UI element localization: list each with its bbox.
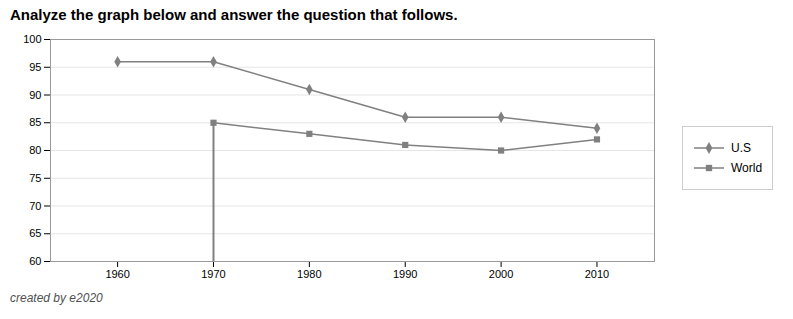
svg-text:85: 85 [29, 116, 41, 128]
html-text:World: World [731, 161, 763, 175]
svg-text:1970: 1970 [201, 268, 225, 280]
svg-text:1990: 1990 [393, 268, 417, 280]
svg-text:100: 100 [23, 33, 41, 45]
svg-text:70: 70 [29, 200, 41, 212]
svg-text:75: 75 [29, 172, 41, 184]
svg-text:1980: 1980 [297, 268, 321, 280]
html-text:Analyze the graph below and an: Analyze the graph below and answer the q… [10, 6, 458, 23]
svg-text:90: 90 [29, 89, 41, 101]
svg-text:80: 80 [29, 144, 41, 156]
svg-text:2000: 2000 [489, 268, 513, 280]
svg-text:2010: 2010 [585, 268, 609, 280]
html-text:created by e2020: created by e2020 [10, 291, 103, 305]
svg-text:60: 60 [29, 255, 41, 267]
html-text:U.S: U.S [731, 141, 751, 155]
svg-text:65: 65 [29, 227, 41, 239]
svg-text:1960: 1960 [105, 268, 129, 280]
svg-text:95: 95 [29, 61, 41, 73]
